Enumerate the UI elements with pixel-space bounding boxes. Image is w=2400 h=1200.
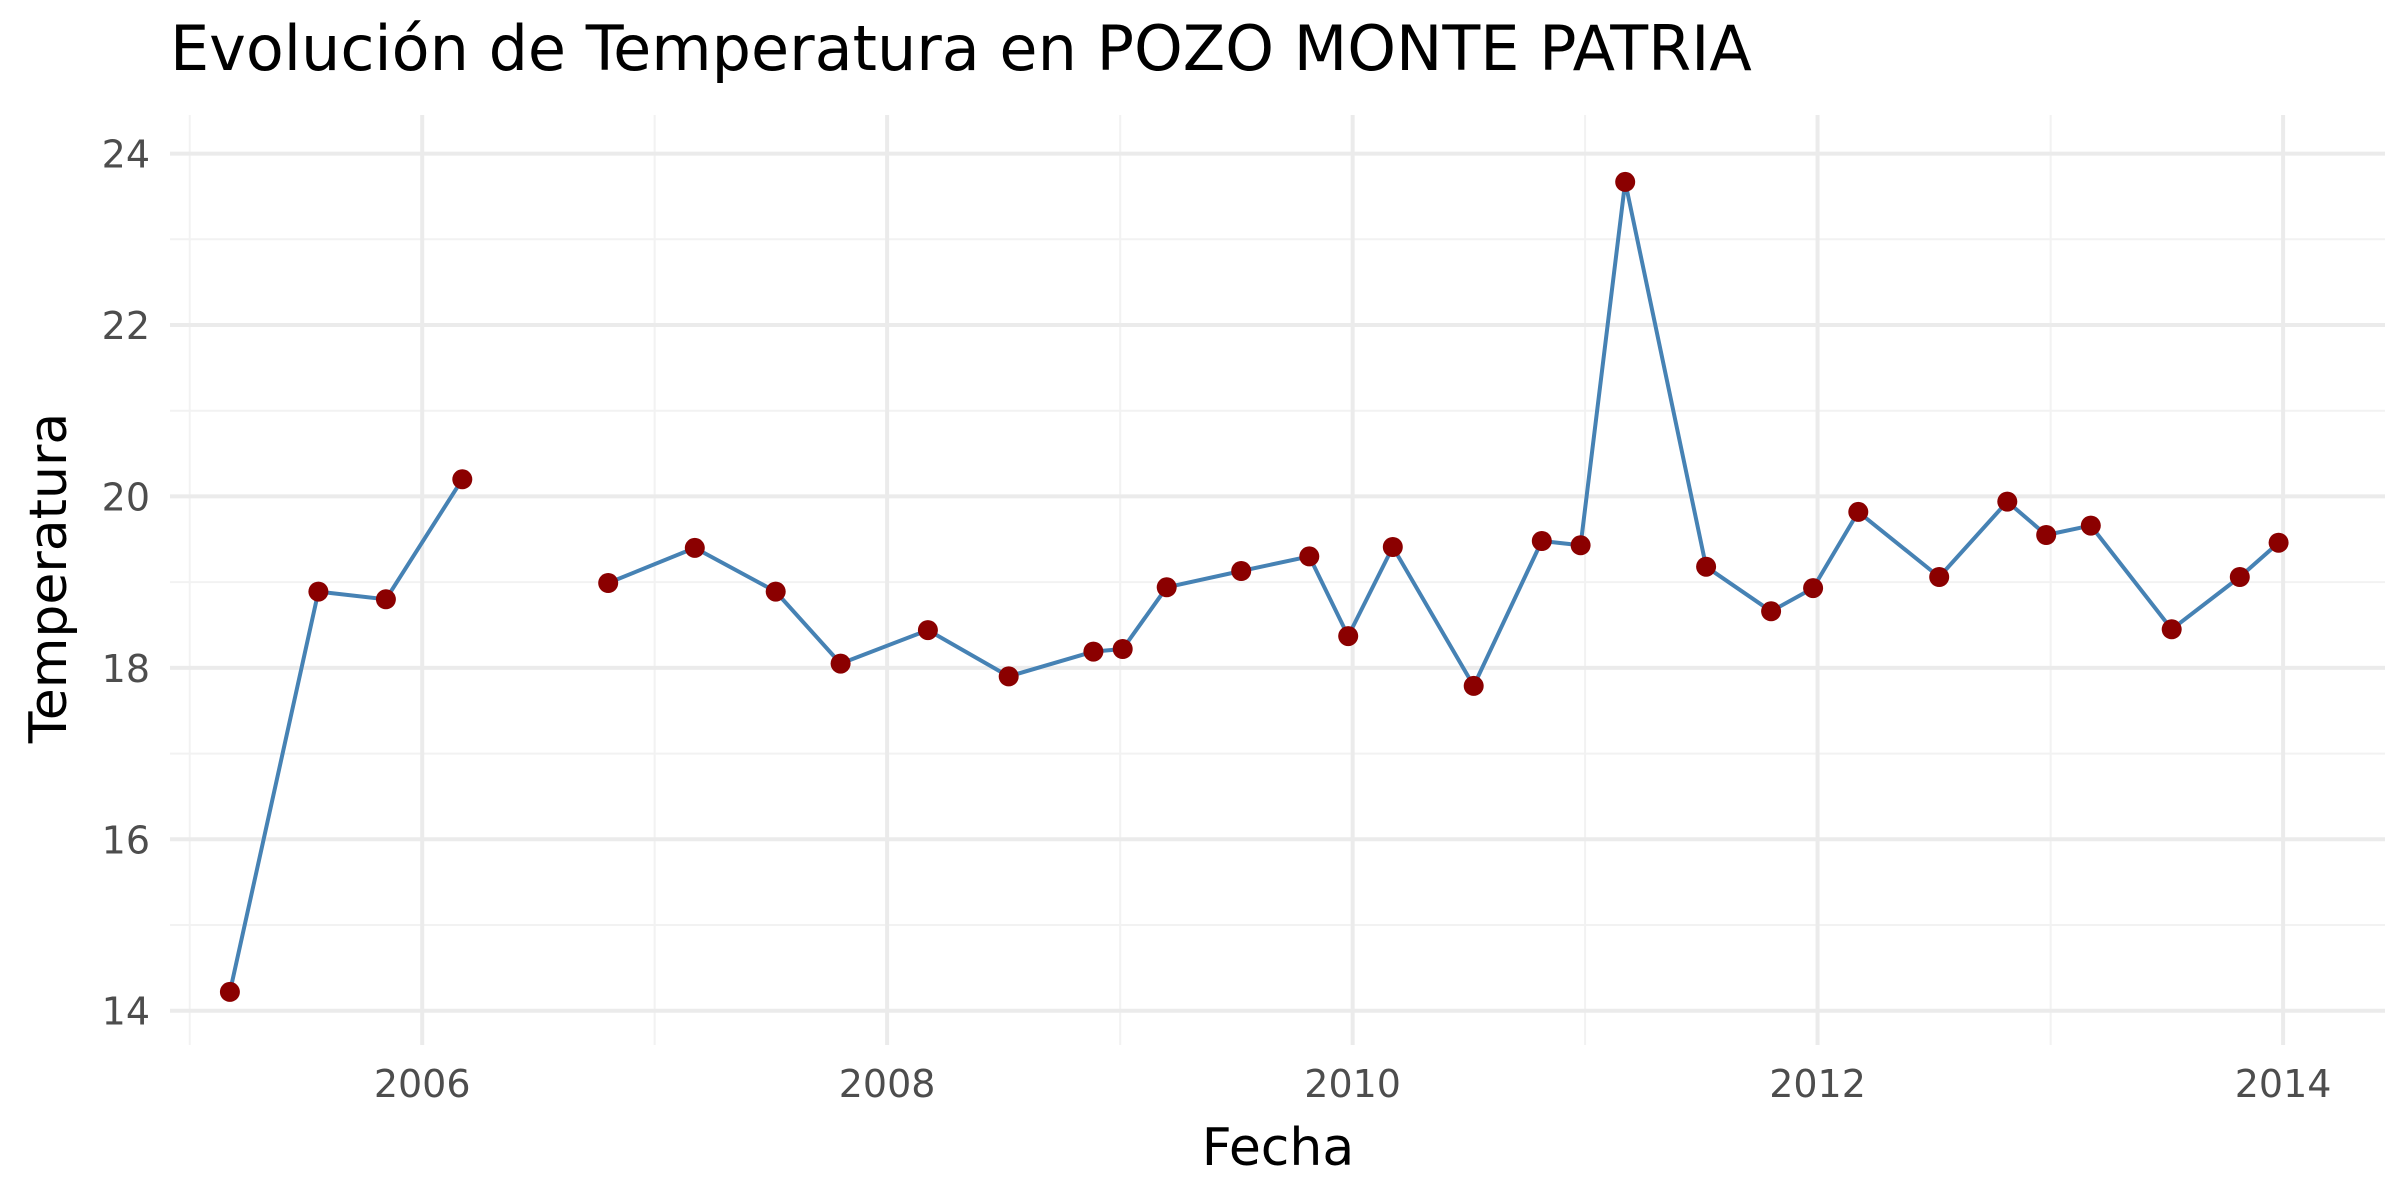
data-point-12 xyxy=(1156,577,1177,598)
data-point-28 xyxy=(2080,515,2101,536)
data-point-5 xyxy=(684,537,705,558)
minor-gridlines xyxy=(170,115,2385,1045)
x-tick-labels: 2006 2008 2010 2012 2014 xyxy=(374,1062,2332,1106)
y-tick-labels: 14 16 18 20 22 24 xyxy=(102,133,150,1034)
data-point-19 xyxy=(1570,535,1591,556)
data-point-27 xyxy=(2036,525,2057,545)
data-point-23 xyxy=(1803,578,1824,599)
y-tick-label-4: 22 xyxy=(102,304,150,348)
data-point-0 xyxy=(219,981,240,1002)
x-tick-label-2: 2010 xyxy=(1304,1062,1401,1106)
series-lines xyxy=(227,179,2281,994)
y-tick-label-0: 14 xyxy=(102,990,150,1034)
y-axis-title: Temperatura xyxy=(19,413,79,744)
x-tick-label-3: 2012 xyxy=(1769,1062,1866,1106)
series-line-segment-0 xyxy=(227,477,465,994)
data-point-26 xyxy=(1997,491,2018,512)
data-point-1 xyxy=(308,581,329,602)
data-point-9 xyxy=(998,666,1019,687)
data-point-11 xyxy=(1112,639,1133,659)
data-point-31 xyxy=(2268,532,2289,553)
data-point-3 xyxy=(452,469,473,490)
x-tick-label-0: 2006 xyxy=(374,1062,471,1106)
y-tick-label-2: 18 xyxy=(102,647,150,691)
y-tick-label-5: 24 xyxy=(102,133,150,177)
data-point-21 xyxy=(1696,556,1717,577)
y-tick-label-1: 16 xyxy=(102,818,150,862)
chart-title: Evolución de Temperatura en POZO MONTE P… xyxy=(170,12,1752,85)
data-point-18 xyxy=(1531,531,1552,551)
data-point-30 xyxy=(2229,567,2250,587)
data-point-20 xyxy=(1615,171,1636,192)
data-point-24 xyxy=(1848,501,1869,522)
data-point-29 xyxy=(2161,619,2182,640)
series-line-segment-1 xyxy=(606,179,2281,688)
data-point-17 xyxy=(1463,675,1484,696)
x-tick-label-4: 2014 xyxy=(2235,1062,2332,1106)
data-point-22 xyxy=(1761,601,1782,622)
data-point-16 xyxy=(1382,537,1403,557)
data-point-2 xyxy=(375,589,396,610)
data-point-25 xyxy=(1929,567,1950,587)
data-point-15 xyxy=(1338,626,1359,647)
data-point-14 xyxy=(1299,546,1320,567)
data-point-8 xyxy=(917,620,938,641)
data-point-10 xyxy=(1083,641,1104,662)
series-points xyxy=(219,171,2289,1002)
y-tick-label-3: 20 xyxy=(102,475,150,519)
data-point-7 xyxy=(830,653,851,674)
data-point-13 xyxy=(1231,561,1252,581)
x-axis-title: Fecha xyxy=(1202,1118,1354,1178)
x-tick-label-1: 2008 xyxy=(839,1062,936,1106)
data-point-6 xyxy=(765,581,786,602)
data-point-4 xyxy=(598,573,619,593)
